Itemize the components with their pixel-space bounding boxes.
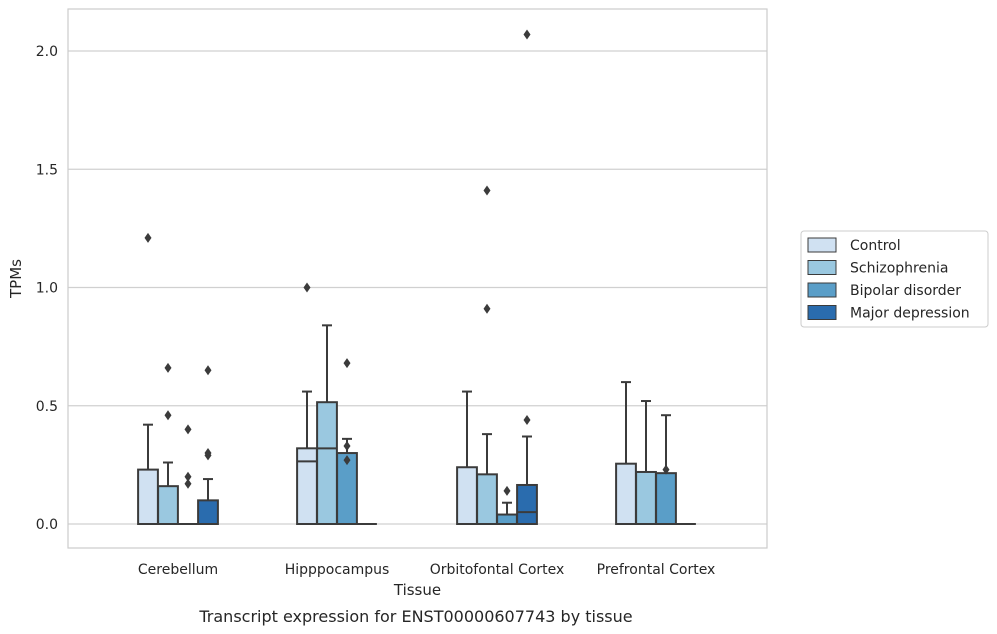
outlier-point	[662, 464, 670, 475]
outlier-point	[204, 448, 212, 459]
legend-label: Bipolar disorder	[850, 283, 961, 299]
box-schizophrenia	[316, 324, 338, 526]
box-rect	[456, 466, 478, 525]
box-rect	[316, 401, 338, 526]
legend: Control Schizophrenia Bipolar disorder Majo…	[800, 230, 989, 328]
y-tick-label: 1.0	[36, 281, 58, 297]
box-control	[296, 282, 318, 526]
outlier-point	[164, 410, 172, 421]
y-tick-label: 0.5	[36, 399, 58, 415]
legend-swatch	[807, 260, 837, 275]
x-tick-label: Hipppocampus	[285, 562, 390, 578]
box-rect	[496, 513, 518, 525]
box-bipolar-disorder	[496, 485, 518, 525]
y-tick-label: 1.5	[36, 162, 58, 178]
y-tick-label: 2.0	[36, 44, 58, 60]
legend-swatch	[807, 237, 837, 253]
outlier-point	[144, 232, 152, 243]
y-axis-title: TPMs	[7, 259, 25, 299]
legend-label: Control	[850, 238, 901, 254]
x-tick-label: Prefrontal Cortex	[597, 562, 716, 578]
box-schizophrenia	[157, 362, 179, 526]
outlier-point	[184, 424, 192, 435]
outlier-point	[523, 29, 531, 40]
box-rect	[516, 483, 538, 526]
x-tick-label: Orbitofontal Cortex	[430, 562, 565, 578]
box-rect	[137, 468, 159, 526]
box-rect	[635, 470, 657, 525]
box-rect	[615, 462, 637, 526]
box-schizophrenia	[476, 185, 498, 525]
legend-frame	[800, 230, 989, 328]
box-rect	[157, 485, 179, 526]
outlier-point	[523, 414, 531, 425]
outlier-point	[184, 478, 192, 489]
plot-frame	[67, 8, 768, 549]
outlier-point	[503, 485, 511, 496]
outlier-point	[343, 358, 351, 369]
box-rect	[197, 499, 219, 526]
outlier-point	[204, 365, 212, 376]
y-axis: 0.0 0.5 1.0 1.5 2.0	[36, 44, 58, 533]
gridlines	[68, 50, 767, 525]
plot-area	[137, 29, 696, 526]
legend-label: Major depression	[850, 306, 970, 322]
x-axis: Cerebellum Hipppocampus Orbitofontal Corte…	[138, 562, 715, 578]
outlier-point	[164, 362, 172, 373]
outlier-point	[303, 282, 311, 293]
box-rect	[655, 472, 677, 525]
box-bipolar-disorder	[655, 414, 677, 525]
legend-label: Schizophrenia	[850, 261, 948, 277]
box-rect	[296, 447, 318, 526]
box-major-depression	[197, 365, 219, 526]
box-major-depression	[516, 29, 538, 526]
box-bipolar-disorder	[336, 358, 358, 525]
box-schizophrenia	[635, 400, 657, 525]
legend-swatch	[807, 305, 837, 320]
x-axis-title: Tissue	[393, 581, 441, 599]
box-control	[456, 390, 478, 525]
x-tick-label: Cerebellum	[138, 562, 218, 578]
outlier-point	[343, 440, 351, 451]
y-tick-label: 0.0	[36, 517, 58, 533]
box-bipolar-disorder	[178, 424, 198, 525]
outlier-point	[343, 455, 351, 466]
box-control	[615, 381, 637, 526]
legend-swatch	[807, 282, 837, 298]
chart-caption: Transcript expression for ENST0000060774…	[198, 607, 632, 626]
box-rect	[476, 473, 498, 525]
outlier-point	[184, 471, 192, 482]
box-control	[137, 232, 159, 526]
outlier-point	[483, 185, 491, 196]
outlier-point	[483, 303, 491, 314]
